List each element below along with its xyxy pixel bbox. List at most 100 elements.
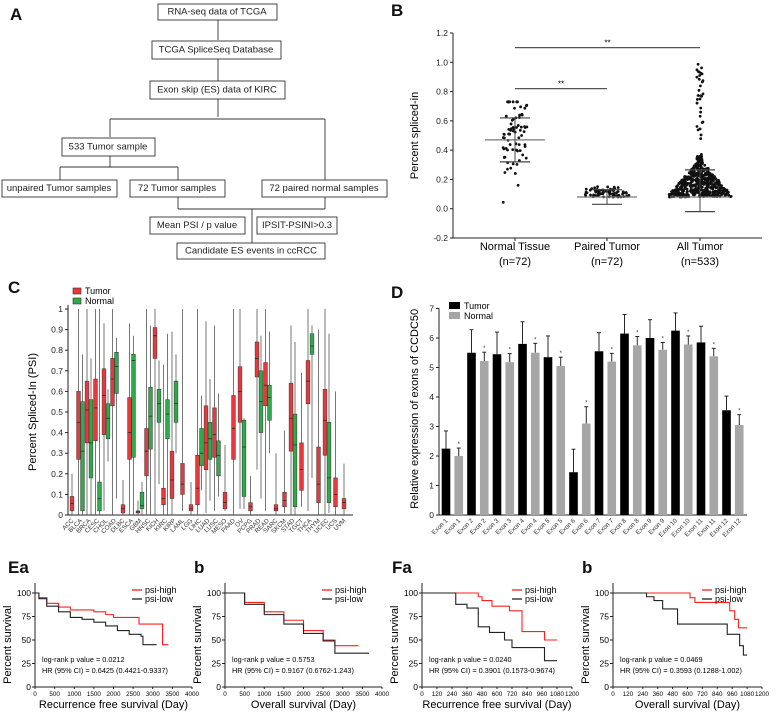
x-tick-label: 2000: [296, 691, 311, 698]
data-point: [504, 114, 508, 118]
flow-text-unpaired: unpaired Tumor samples: [7, 183, 112, 194]
significance-mark: *: [534, 337, 537, 343]
data-point: [698, 127, 702, 131]
bar-tumor: [645, 338, 655, 515]
box-tumor: [333, 477, 338, 508]
panel-label-eb: b: [194, 558, 204, 577]
data-point: [704, 181, 707, 185]
bar-tumor: [467, 352, 476, 515]
data-point: [513, 172, 517, 175]
box-tumor: [231, 395, 236, 460]
flow-box-spliceseq: [151, 40, 282, 60]
box-normal: [148, 387, 153, 450]
box-tumor: [305, 360, 311, 405]
x-tick-label: 840: [712, 691, 723, 698]
bar-normal: [734, 425, 744, 515]
box-normal: [267, 384, 272, 421]
data-point: [720, 186, 724, 190]
hazard-ratio: HR (95% CI) = 0.3593 (0.1288-1.002): [620, 666, 742, 675]
box-tumor: [299, 442, 304, 491]
x-tick-label: 720: [697, 691, 708, 698]
survival-curve-psi-high: [613, 592, 748, 629]
data-point: [525, 125, 529, 129]
flow-box-tumor533: [61, 137, 156, 157]
data-point: [703, 163, 707, 167]
data-point: [701, 194, 705, 198]
box-tumor: [237, 366, 243, 423]
data-point: [584, 187, 588, 191]
legend-label-tumor: Tumor: [464, 301, 490, 311]
data-point: [689, 177, 693, 181]
legend-swatch-normal: [449, 312, 460, 319]
data-point: [715, 182, 719, 186]
x-tick-label: 4000: [375, 691, 390, 698]
legend-label-tumor: Tumor: [85, 286, 111, 296]
y-tick-label: 50: [22, 635, 32, 645]
survival-curve-psi-low: [225, 592, 369, 655]
x-tick-label: 120: [432, 691, 443, 698]
logrank-p-value: log-rank p value = 0.5753: [232, 655, 315, 664]
legend-label-psi-high: psi-high: [335, 585, 367, 595]
y-tick-label: 0.8: [51, 345, 63, 355]
data-point: [602, 191, 605, 194]
x-tick-label: 2000: [106, 691, 121, 698]
x-tick-label: 2500: [316, 691, 331, 698]
data-point: [515, 162, 519, 166]
data-point: [615, 191, 619, 194]
panel-label-d: D: [391, 283, 403, 302]
data-point: [519, 105, 523, 109]
bar-normal: [556, 366, 566, 515]
flow-text-spliceseq: TCGA SpliceSeq Database: [159, 45, 274, 56]
y-tick-label: 100: [404, 588, 418, 598]
data-point: [627, 193, 631, 197]
data-point: [511, 125, 515, 129]
data-point: [692, 170, 696, 173]
legend-label-psi-high: psi-high: [715, 585, 747, 595]
data-point: [502, 136, 506, 140]
flow-box-meanpsi: [149, 216, 246, 235]
x-tick-label: 1080: [550, 691, 565, 698]
data-point: [516, 100, 519, 104]
data-point: [511, 100, 515, 104]
y-tick-label: 100: [17, 588, 31, 598]
data-point: [520, 113, 524, 117]
survival-curve-psi-low: [422, 592, 557, 662]
box-normal: [173, 380, 179, 423]
x-tick-label: 1000: [257, 691, 272, 698]
data-point: [517, 136, 521, 140]
data-point: [612, 185, 616, 189]
data-point: [509, 122, 513, 126]
data-point: [515, 126, 518, 129]
flow-text-normal72: 72 paired normal samples: [269, 183, 379, 194]
box-tumor: [203, 405, 209, 470]
data-point: [677, 188, 680, 192]
data-point: [699, 110, 702, 114]
y-tick-label: 1: [429, 481, 434, 491]
data-point: [520, 134, 523, 137]
data-point: [698, 84, 702, 88]
logrank-p-value: log-rank p value = 0.0240: [429, 655, 512, 664]
data-point: [501, 146, 505, 150]
significance-label: **: [558, 80, 564, 89]
y-tick-label: 0: [216, 682, 221, 692]
box-tumor: [212, 407, 217, 458]
hazard-ratio: HR (95% CI) = 0.9167 (0.6762-1.243): [232, 666, 354, 675]
box-tumor: [322, 389, 328, 456]
box-normal: [165, 399, 170, 440]
legend-label-psi-low: psi-low: [525, 594, 554, 604]
data-point: [693, 192, 697, 196]
box-tumor: [341, 498, 347, 510]
data-point: [521, 153, 525, 157]
data-point: [695, 188, 699, 192]
data-point: [723, 188, 727, 191]
data-point: [690, 180, 694, 183]
data-point: [607, 189, 611, 193]
data-point: [508, 143, 512, 146]
box-tumor: [180, 463, 185, 495]
box-normal: [241, 419, 247, 497]
flow-text-candidate: Candidate ES events in ccRCC: [185, 246, 317, 257]
x-tick-label: 240: [638, 691, 649, 698]
data-point: [593, 186, 597, 190]
y-tick-label: 6: [429, 333, 434, 343]
